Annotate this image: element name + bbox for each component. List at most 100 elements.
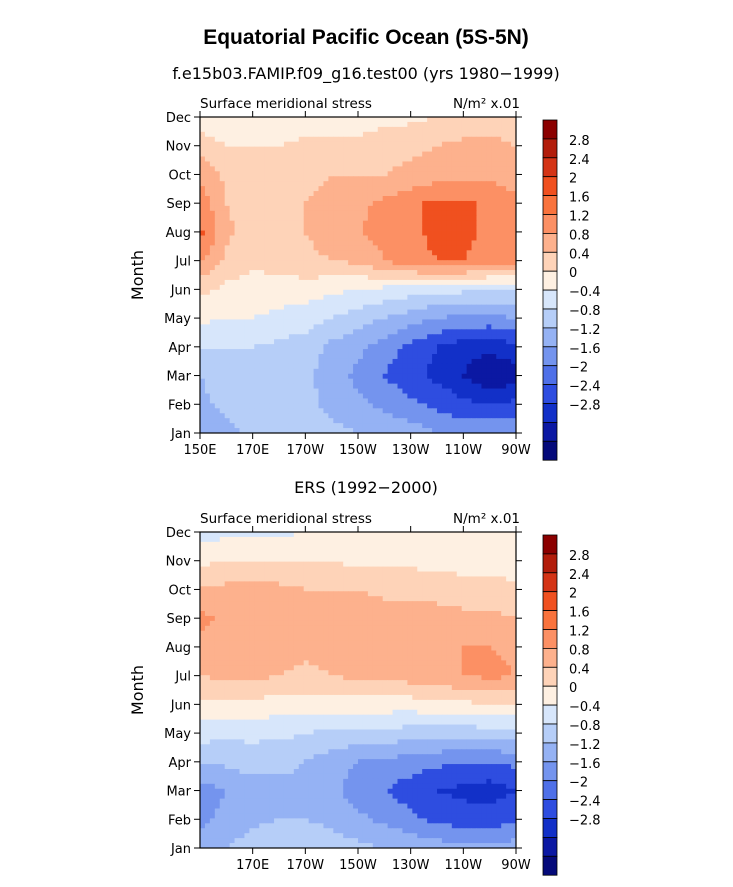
heatmap-cell <box>343 275 348 280</box>
heatmap-cell <box>398 572 403 577</box>
heatmap-cells <box>200 532 516 848</box>
heatmap-cell <box>422 339 427 344</box>
heatmap-cell <box>309 369 314 374</box>
heatmap-cell <box>472 221 477 226</box>
heatmap-cell <box>319 359 324 364</box>
heatmap-cell <box>373 418 378 423</box>
heatmap-cell <box>338 196 343 201</box>
heatmap-cell <box>481 147 486 152</box>
heatmap-cell <box>220 572 225 577</box>
heatmap-cell <box>481 216 486 221</box>
heatmap-cell <box>294 591 299 596</box>
heatmap-cell <box>338 211 343 216</box>
heatmap-cell <box>472 413 477 418</box>
heatmap-cell <box>353 186 358 191</box>
heatmap-cell <box>452 270 457 275</box>
heatmap-cell <box>501 547 506 552</box>
heatmap-cell <box>200 394 205 399</box>
heatmap-cell <box>274 567 279 572</box>
heatmap-cell <box>254 567 259 572</box>
heatmap-cell <box>235 591 240 596</box>
heatmap-cell <box>477 270 482 275</box>
heatmap-cell <box>496 211 501 216</box>
heatmap-cell <box>319 349 324 354</box>
heatmap-cell <box>254 270 259 275</box>
heatmap-cell <box>244 537 249 542</box>
heatmap-cell <box>496 171 501 176</box>
heatmap-cell <box>259 537 264 542</box>
heatmap-cell <box>383 157 388 162</box>
heatmap-cell <box>358 176 363 181</box>
heatmap-cell <box>452 576 457 581</box>
heatmap-cell <box>412 547 417 552</box>
heatmap-cell <box>230 161 235 166</box>
heatmap-cell <box>200 161 205 166</box>
heatmap-cell <box>274 354 279 359</box>
heatmap-cell <box>279 226 284 231</box>
heatmap-cell <box>314 186 319 191</box>
heatmap-cell <box>259 275 264 280</box>
heatmap-cell <box>383 576 388 581</box>
heatmap-cell <box>467 171 472 176</box>
heatmap-cell <box>407 354 412 359</box>
heatmap-cell <box>417 403 422 408</box>
heatmap-cell <box>501 359 506 364</box>
heatmap-cell <box>314 240 319 245</box>
heatmap-cell <box>407 191 412 196</box>
heatmap-cell <box>220 591 225 596</box>
heatmap-cell <box>210 364 215 369</box>
heatmap-cell <box>358 398 363 403</box>
heatmap-cell <box>501 364 506 369</box>
heatmap-cell <box>323 572 328 577</box>
heatmap-cell <box>200 147 205 152</box>
heatmap-cell <box>358 542 363 547</box>
heatmap-cell <box>348 285 353 290</box>
heatmap-cell <box>462 240 467 245</box>
heatmap-cell <box>353 295 358 300</box>
heatmap-cell <box>398 547 403 552</box>
heatmap-cell <box>264 270 269 275</box>
heatmap-cell <box>496 142 501 147</box>
heatmap-cell <box>328 562 333 567</box>
heatmap-cell <box>398 576 403 581</box>
heatmap-cell <box>363 542 368 547</box>
heatmap-cell <box>235 275 240 280</box>
heatmap-cell <box>299 552 304 557</box>
heatmap-cell <box>264 576 269 581</box>
colorbar-swatch <box>543 215 557 234</box>
heatmap-cell <box>244 408 249 413</box>
heatmap-cell <box>314 201 319 206</box>
heatmap-cell <box>294 176 299 181</box>
heatmap-cell <box>358 537 363 542</box>
heatmap-cell <box>333 127 338 132</box>
heatmap-cell <box>264 161 269 166</box>
heatmap-cell <box>289 408 294 413</box>
heatmap-cell <box>452 211 457 216</box>
heatmap-cell <box>279 398 284 403</box>
heatmap-cell <box>462 359 467 364</box>
heatmap-cell <box>333 537 338 542</box>
heatmap-cell <box>496 359 501 364</box>
heatmap-cell <box>299 572 304 577</box>
heatmap-cell <box>457 285 462 290</box>
heatmap-cell <box>417 581 422 586</box>
heatmap-cell <box>294 255 299 260</box>
heatmap-cell <box>319 161 324 166</box>
heatmap-cell <box>457 196 462 201</box>
heatmap-cell <box>274 240 279 245</box>
heatmap-cell <box>393 275 398 280</box>
heatmap-cell <box>323 201 328 206</box>
heatmap-cell <box>343 423 348 428</box>
heatmap-cell <box>205 201 210 206</box>
heatmap-cell <box>289 171 294 176</box>
heatmap-cell <box>289 542 294 547</box>
heatmap-cell <box>378 226 383 231</box>
heatmap-cell <box>402 127 407 132</box>
heatmap-cell <box>328 275 333 280</box>
heatmap-cell <box>323 324 328 329</box>
heatmap-cell <box>437 537 442 542</box>
heatmap-cell <box>368 354 373 359</box>
heatmap-cell <box>467 186 472 191</box>
heatmap-cell <box>363 567 368 572</box>
heatmap-cell <box>462 423 467 428</box>
